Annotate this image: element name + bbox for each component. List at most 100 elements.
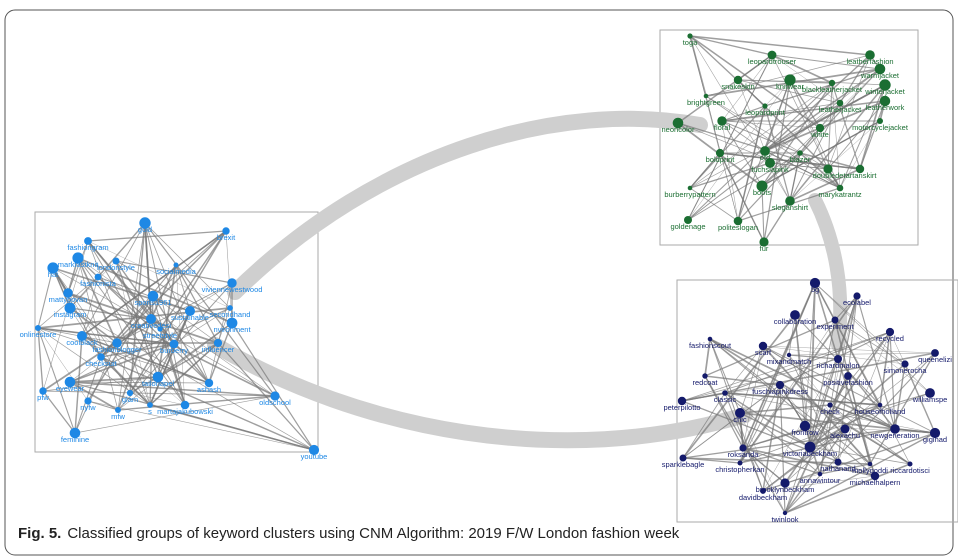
node-label: youtube	[301, 452, 328, 461]
node-label: richardmalon	[816, 361, 859, 370]
edge	[737, 105, 766, 222]
node	[684, 216, 692, 224]
edge	[719, 152, 765, 243]
edge	[724, 392, 764, 492]
edge	[764, 79, 791, 107]
node	[97, 353, 105, 361]
node	[157, 326, 163, 332]
node-label: brooklynbeckham	[756, 485, 815, 494]
edge	[804, 425, 936, 434]
edge	[173, 307, 231, 345]
node	[799, 420, 811, 432]
edge	[52, 267, 71, 309]
node-label: michaelhalpern	[850, 478, 901, 487]
node	[867, 461, 873, 467]
node	[63, 288, 73, 298]
node	[112, 257, 120, 265]
node	[115, 407, 121, 413]
edge	[705, 95, 829, 170]
edge	[129, 342, 219, 394]
edge	[764, 100, 886, 152]
node-label: experiment	[816, 322, 854, 331]
node	[907, 461, 913, 467]
edge	[764, 68, 881, 152]
node	[925, 388, 935, 398]
edge	[87, 400, 119, 411]
edge	[809, 295, 858, 448]
edge	[117, 395, 276, 411]
edge	[87, 240, 186, 406]
edge	[739, 295, 858, 464]
edge	[231, 322, 315, 451]
node	[722, 390, 728, 396]
node-label: snakeskin	[721, 82, 754, 91]
edge	[682, 392, 726, 459]
node	[173, 262, 179, 268]
edge	[724, 392, 811, 448]
node	[687, 185, 693, 191]
edge	[784, 331, 891, 484]
edge	[869, 352, 936, 465]
edge	[81, 335, 210, 384]
edge	[52, 267, 276, 397]
edge	[779, 384, 786, 514]
edge	[789, 84, 886, 202]
edge	[100, 356, 151, 406]
node	[733, 216, 743, 226]
edge	[37, 327, 175, 345]
edge	[788, 352, 936, 356]
edge	[687, 79, 791, 221]
node	[735, 408, 745, 418]
node-label: doublede	[813, 171, 844, 180]
node-label: creativedesi	[131, 321, 171, 330]
edge	[761, 152, 801, 187]
node-label: warmjacket	[860, 71, 900, 80]
edge	[739, 412, 811, 448]
node	[817, 471, 823, 477]
node-label: checksuit	[85, 359, 117, 368]
edge	[69, 343, 175, 383]
node	[931, 349, 939, 357]
node	[855, 164, 865, 174]
edge	[709, 338, 871, 465]
node	[767, 50, 777, 60]
node	[739, 444, 747, 452]
node-label: fashionblogger	[92, 345, 142, 354]
node	[146, 314, 156, 324]
node-label: leatherwork	[866, 103, 905, 112]
node	[827, 402, 833, 408]
node	[759, 237, 769, 247]
edge	[814, 282, 839, 360]
node-label: socialmedia	[156, 267, 196, 276]
node-label: redcoat	[692, 378, 718, 387]
node-label: knitwear	[776, 82, 804, 91]
node	[147, 290, 159, 302]
node-label: blackleatherjacket	[802, 85, 863, 94]
node-label: motorcyclejacket	[852, 123, 909, 132]
edge	[799, 152, 841, 189]
edge	[789, 168, 861, 202]
edge	[819, 68, 881, 129]
edge	[677, 122, 829, 170]
edge	[761, 127, 821, 187]
edge	[771, 54, 841, 104]
node	[836, 184, 844, 192]
node	[834, 458, 842, 466]
edge	[763, 79, 791, 243]
node	[717, 116, 727, 126]
edge	[42, 240, 89, 392]
node	[84, 237, 92, 245]
node	[703, 93, 709, 99]
node-label: londonstyle	[97, 263, 135, 272]
edge	[87, 295, 154, 402]
node-label: fuschiapinkdress	[752, 387, 808, 396]
edge	[144, 222, 186, 406]
edge	[37, 327, 210, 384]
node	[879, 95, 891, 107]
edge	[74, 395, 276, 434]
edge	[37, 327, 76, 434]
node	[775, 380, 785, 390]
edge	[175, 264, 219, 344]
node	[185, 306, 195, 316]
